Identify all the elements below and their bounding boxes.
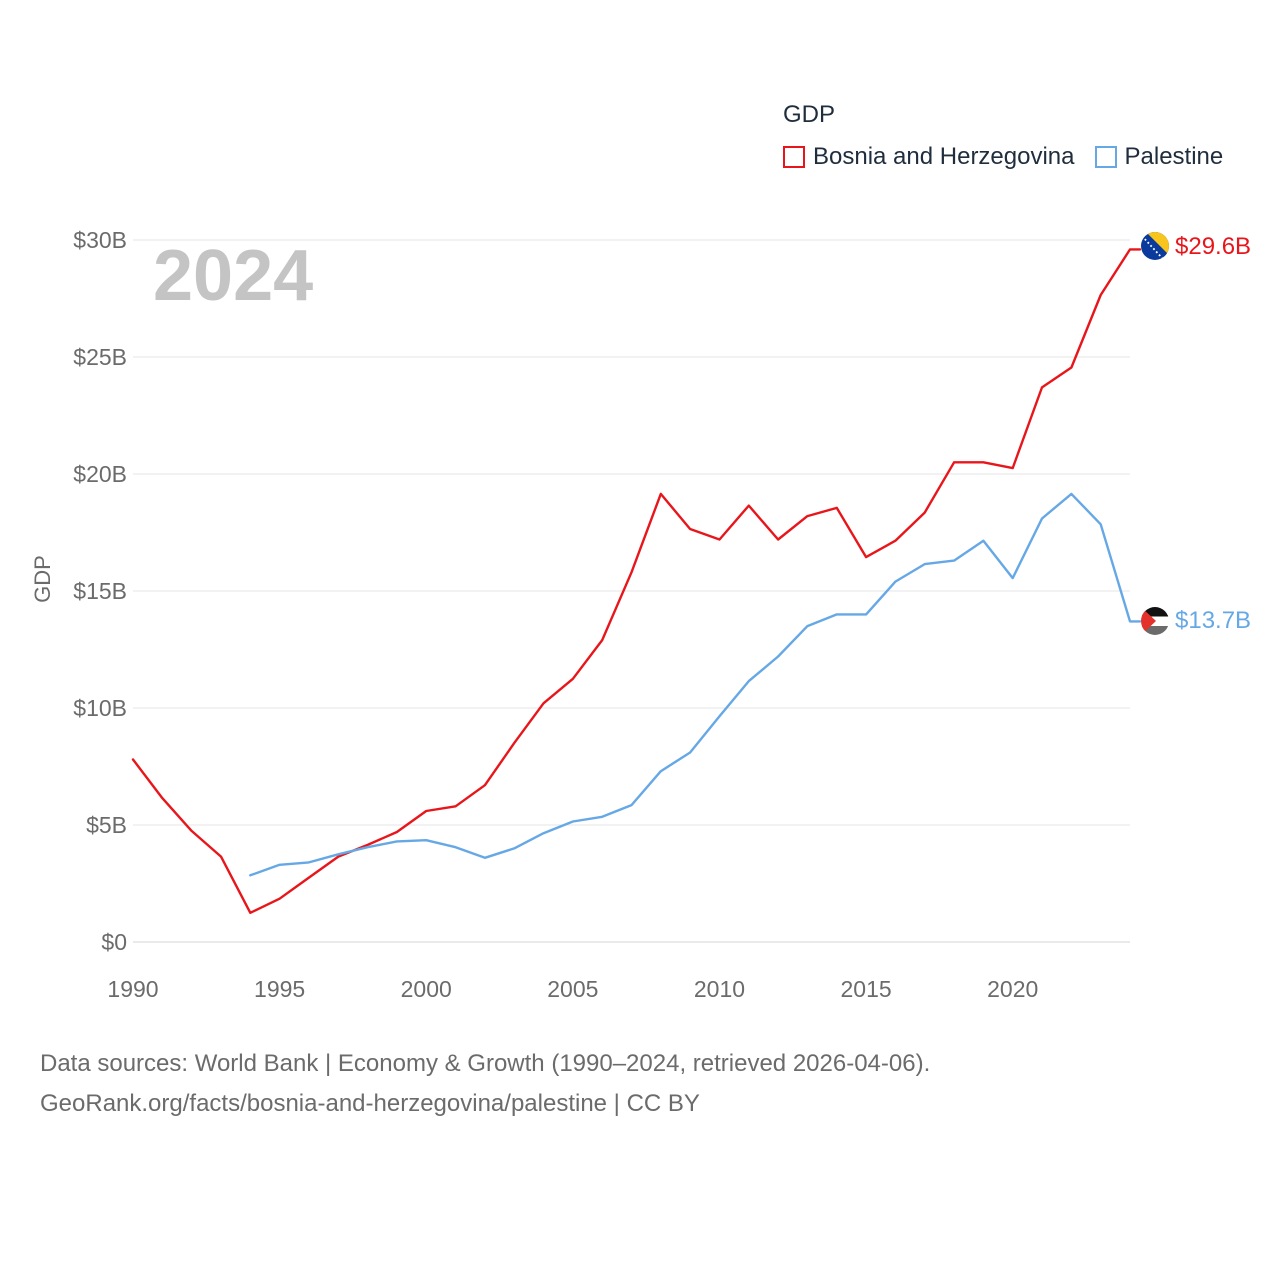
bosnia-flag-icon (1141, 232, 1169, 260)
legend-item-bosnia[interactable]: Bosnia and Herzegovina (783, 143, 1075, 171)
legend-label-palestine: Palestine (1124, 143, 1224, 170)
line-chart: $0 $5B $10B $15B $20B $25B $30B 1990 1995 2000 20… (30, 227, 1251, 1002)
legend-swatch-bosnia (783, 146, 805, 168)
y-tick-label: $20B (73, 461, 127, 487)
legend-title: GDP (783, 101, 836, 128)
y-tick-label: $5B (86, 812, 127, 838)
legend-item-palestine[interactable]: Palestine (1094, 143, 1224, 171)
x-tick-label: 2015 (841, 976, 892, 1002)
footer-source: Data sources: World Bank | Economy & Gro… (40, 1050, 931, 1077)
y-tick-label: $10B (73, 695, 127, 721)
x-tick-label: 2000 (401, 976, 452, 1002)
footer: Data sources: World Bank | Economy & Gro… (40, 1044, 930, 1124)
legend: Bosnia and Herzegovina Palestine (783, 143, 1223, 171)
y-tick-label: $25B (73, 344, 127, 370)
x-tick-label: 1995 (254, 976, 305, 1002)
footer-link[interactable]: GeoRank.org/facts/bosnia-and-herzegovina… (40, 1090, 700, 1117)
x-tick-label: 1990 (107, 976, 158, 1002)
series-line-palestine[interactable] (249, 492, 1142, 877)
year-watermark: 2024 (153, 236, 313, 316)
y-axis-label: GDP (30, 555, 55, 603)
end-label-palestine: $13.7B (1175, 607, 1251, 634)
palestine-flag-icon (1141, 607, 1169, 635)
y-tick-label: $30B (73, 227, 127, 253)
end-label-bosnia: $29.6B (1175, 233, 1251, 260)
y-tick-label: $15B (73, 578, 127, 604)
x-tick-label: 2020 (987, 976, 1038, 1002)
legend-label-bosnia: Bosnia and Herzegovina (813, 143, 1075, 170)
x-tick-label: 2010 (694, 976, 745, 1002)
x-tick-label: 2005 (547, 976, 598, 1002)
y-tick-label: $0 (101, 929, 127, 955)
legend-swatch-palestine (1094, 146, 1117, 168)
series-line-bosnia[interactable] (131, 248, 1142, 914)
